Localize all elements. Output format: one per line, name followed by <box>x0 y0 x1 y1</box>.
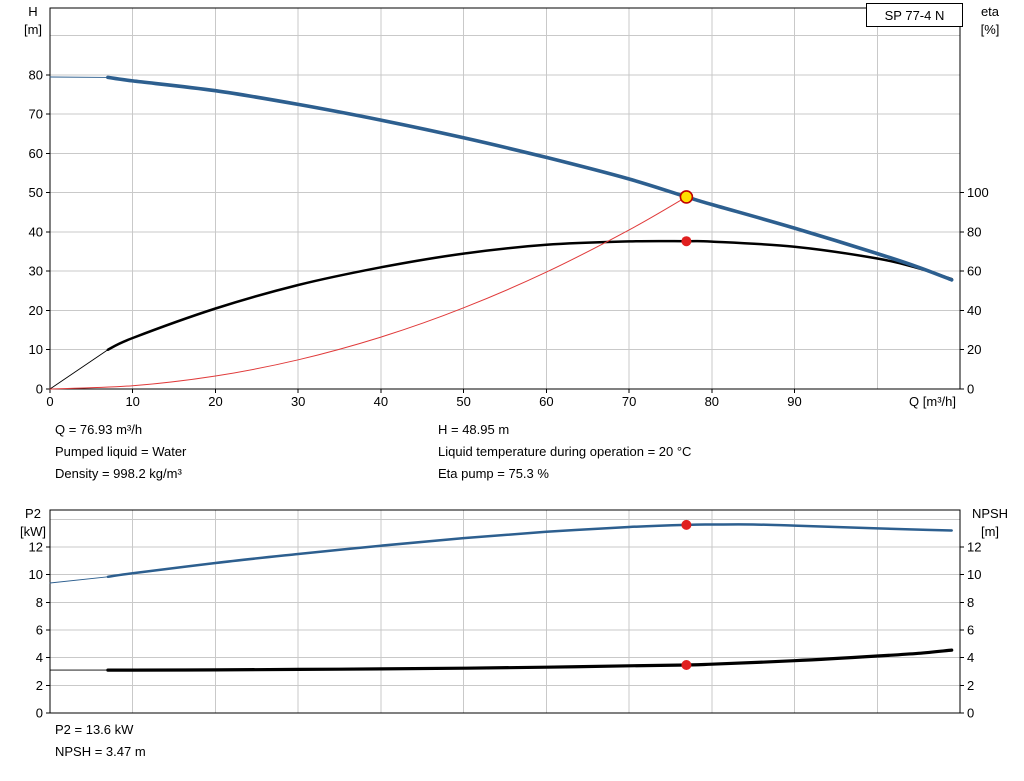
info-line-q: Q = 76.93 m³/h <box>55 422 143 437</box>
x-axis-title: Q [m³/h] <box>909 394 956 409</box>
x-tick-label: 0 <box>46 394 53 409</box>
x-tick-label: 80 <box>705 394 719 409</box>
x-tick-label: 50 <box>456 394 470 409</box>
duty-info-left: Q = 76.93 m³/h Pumped liquid = Water Den… <box>55 419 186 485</box>
y-left-axis-unit: [kW] <box>20 524 46 539</box>
y-left-tick-label: 8 <box>36 595 43 610</box>
x-tick-label: 40 <box>374 394 388 409</box>
y-left-tick-label: 12 <box>29 540 43 555</box>
p2-curve <box>106 523 953 579</box>
npsh-curve <box>106 648 954 672</box>
x-tick-label: 10 <box>125 394 139 409</box>
x-tick-label: 20 <box>208 394 222 409</box>
y-right-axis-unit: [m] <box>981 524 999 539</box>
power-npsh-info: P2 = 13.6 kW NPSH = 3.47 m <box>55 719 146 763</box>
pump-model-badge: SP 77-4 N <box>866 3 963 27</box>
y-right-tick-label: 2 <box>967 678 974 693</box>
y-left-tick-label: 30 <box>29 264 43 279</box>
efficiency-curve <box>106 239 953 351</box>
x-tick-label: 70 <box>622 394 636 409</box>
y-left-axis-title: P2 <box>25 506 41 521</box>
y-left-tick-label: 10 <box>29 567 43 582</box>
y-right-tick-label: 0 <box>967 382 974 397</box>
y-left-tick-label: 6 <box>36 623 43 638</box>
y-left-tick-label: 4 <box>36 650 43 665</box>
x-tick-label: 90 <box>787 394 801 409</box>
y-right-tick-label: 8 <box>967 595 974 610</box>
y-right-tick-label: 0 <box>967 706 974 721</box>
info-line-eta: Eta pump = 75.3 % <box>438 466 549 481</box>
npsh-point <box>681 660 692 670</box>
info-line-p2: P2 = 13.6 kW <box>55 722 134 737</box>
y-right-tick-label: 60 <box>967 264 981 279</box>
chart-frame <box>49 509 961 714</box>
y-right-axis-unit: [%] <box>981 22 1000 37</box>
y-left-tick-label: 80 <box>29 68 43 83</box>
y-right-tick-label: 12 <box>967 540 981 555</box>
y-right-tick-label: 10 <box>967 567 981 582</box>
y-left-tick-label: 20 <box>29 303 43 318</box>
y-left-tick-label: 10 <box>29 342 43 357</box>
y-right-axis-title: NPSH <box>972 506 1008 521</box>
y-right-tick-label: 40 <box>967 303 981 318</box>
y-left-tick-label: 60 <box>29 146 43 161</box>
head-curve <box>106 75 954 282</box>
y-left-tick-label: 0 <box>36 382 43 397</box>
y-right-tick-label: 6 <box>967 623 974 638</box>
duty-point <box>679 190 694 204</box>
y-right-tick-label: 20 <box>967 342 981 357</box>
duty-info-right: H = 48.95 m Liquid temperature during op… <box>438 419 691 485</box>
y-right-tick-label: 4 <box>967 650 974 665</box>
y-left-tick-label: 50 <box>29 185 43 200</box>
qh-chart: 0 10 20 30 40 50 60 70 80 90 Q [m³/h] 0 10 20 30 40 50 60… <box>24 4 1000 409</box>
y-left-axis-unit: [m] <box>24 22 42 37</box>
y-left-tick-label: 0 <box>36 706 43 721</box>
x-tick-label: 30 <box>291 394 305 409</box>
y-right-tick-label: 100 <box>967 185 989 200</box>
system-curve <box>49 196 687 390</box>
y-left-tick-label: 40 <box>29 225 43 240</box>
chart-frame <box>49 7 961 390</box>
info-line-npsh: NPSH = 3.47 m <box>55 744 146 759</box>
p2-point <box>681 519 692 530</box>
p2-npsh-chart: 0 2 4 6 8 10 12 0 2 4 6 8 10 12 P2 [kW] NPSH [m] <box>20 506 1008 721</box>
y-left-tick-label: 2 <box>36 678 43 693</box>
info-line-liquid: Pumped liquid = Water <box>55 444 187 459</box>
y-left-tick-label: 70 <box>29 107 43 122</box>
info-line-h: H = 48.95 m <box>438 422 510 437</box>
info-line-temperature: Liquid temperature during operation = 20… <box>438 444 692 459</box>
y-right-tick-label: 80 <box>967 225 981 240</box>
x-tick-label: 60 <box>539 394 553 409</box>
y-left-axis-title: H <box>28 4 37 19</box>
info-line-density: Density = 998.2 kg/m³ <box>55 466 182 481</box>
efficiency-point <box>681 236 692 247</box>
efficiency-curve-min-flow <box>49 349 109 390</box>
y-right-axis-title: eta <box>981 4 1000 19</box>
p2-curve-min-flow <box>49 576 109 584</box>
